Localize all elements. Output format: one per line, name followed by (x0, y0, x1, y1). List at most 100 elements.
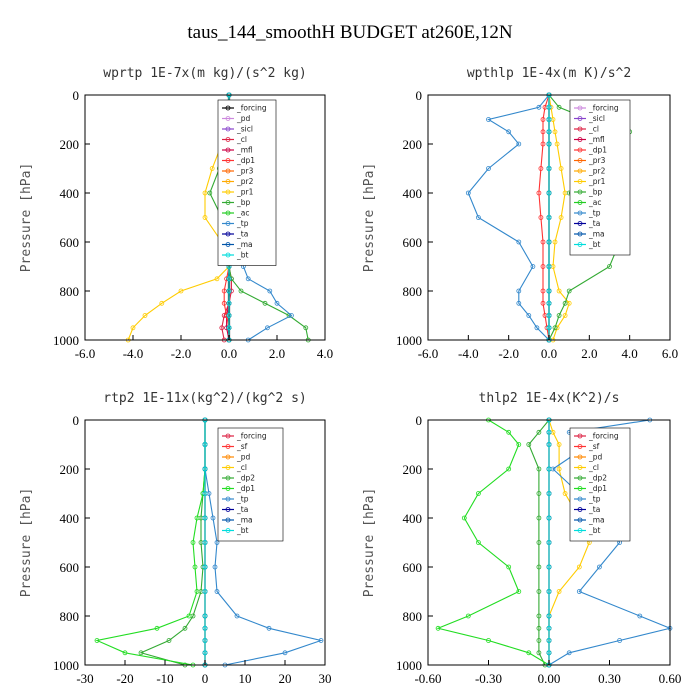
x-tick-label: -0.30 (475, 671, 502, 686)
series-line-pr1 (548, 94, 570, 341)
data-point (552, 239, 558, 245)
data-point (130, 325, 136, 331)
data-point (546, 625, 552, 631)
data-point (202, 589, 208, 594)
x-tick-label: 30 (319, 671, 332, 686)
x-tick-label: -6.0 (418, 346, 439, 361)
data-point (576, 589, 582, 594)
legend-marker (225, 444, 231, 449)
x-tick-label: 2.0 (581, 346, 597, 361)
data-point (516, 300, 522, 306)
data-point (142, 313, 148, 318)
y-tick-label: 800 (403, 609, 423, 624)
legend-marker (225, 105, 231, 111)
y-tick-label: 400 (403, 186, 423, 201)
y-tick-label: 600 (60, 560, 80, 575)
legend-box (217, 99, 277, 266)
legend-label: _bt (236, 251, 249, 260)
legend-label: _sf (236, 442, 248, 451)
x-tick-label: -0.60 (414, 671, 441, 686)
data-point (536, 466, 542, 472)
data-point (546, 515, 552, 521)
legend-label: _bt (236, 526, 249, 535)
data-point (546, 429, 552, 435)
data-point (637, 613, 643, 619)
data-point (210, 515, 216, 521)
legend-label: _ta (236, 230, 248, 239)
data-point (207, 190, 213, 196)
data-point (226, 288, 232, 294)
data-point (202, 215, 208, 220)
data-point (536, 613, 542, 619)
data-point (506, 564, 512, 570)
data-point (536, 650, 542, 656)
legend-label: _sicl (236, 125, 253, 134)
data-point (540, 300, 546, 306)
legend-label: _sf (588, 442, 600, 451)
legend-marker (225, 252, 231, 258)
data-point (546, 190, 552, 196)
legend-marker (225, 433, 231, 439)
y-tick-label: 0 (416, 88, 423, 103)
data-point (274, 300, 280, 306)
y-tick-label: 200 (60, 462, 80, 477)
data-point (516, 589, 522, 594)
figure-title: taus_144_smoothH BUDGET at260E,12N (187, 22, 513, 43)
subplot-title: thlp2 1E-4x(K^2)/s (479, 391, 620, 406)
data-point (576, 564, 582, 570)
legend-marker (577, 147, 583, 153)
legend-marker (577, 486, 583, 491)
x-tick-label: -30 (76, 671, 93, 686)
legend-marker (225, 210, 231, 216)
legend-marker (577, 465, 583, 470)
chart-panel-4: thlp2 1E-4x(K^2)/s Pressure [hPa] -0.60 -0.… (362, 391, 681, 686)
data-point (546, 325, 552, 331)
y-tick-label: 0 (73, 88, 80, 103)
legend-marker (225, 242, 231, 247)
legend-marker (577, 200, 583, 205)
legend-marker (225, 179, 231, 184)
legend-label: _ma (588, 516, 605, 525)
legend-label: _pr3 (236, 167, 254, 176)
data-point (546, 540, 552, 545)
data-point (552, 325, 558, 331)
x-tick-label: 0 (202, 671, 209, 686)
data-point (538, 215, 544, 220)
x-tick-label: 4.0 (622, 346, 638, 361)
legend-marker (577, 475, 583, 481)
data-point (566, 650, 572, 656)
data-point (558, 215, 564, 220)
data-point (546, 442, 552, 447)
data-point (194, 515, 200, 521)
data-point (562, 313, 568, 318)
legend-marker (225, 221, 231, 226)
legend-label: _dp1 (588, 484, 607, 493)
y-tick-label: 800 (403, 284, 423, 299)
y-axis-label: Pressure [hPa] (19, 163, 34, 273)
x-tick-label: -10 (156, 671, 173, 686)
data-point (288, 313, 294, 318)
legend-marker (225, 454, 231, 460)
data-point (536, 491, 542, 496)
data-point (209, 166, 215, 171)
data-point (546, 117, 552, 122)
data-point (486, 166, 491, 171)
x-tick-label: 0.0 (221, 346, 237, 361)
series-line-dp1 (538, 94, 550, 341)
x-tick-label: 10 (239, 671, 252, 686)
data-point (540, 129, 546, 135)
legend-label: _tp (236, 219, 249, 228)
legend-box (569, 99, 631, 256)
series-line-tp (467, 94, 550, 341)
data-point (178, 288, 184, 294)
data-point (554, 141, 560, 147)
legend-label: _dp2 (236, 474, 255, 483)
data-point (556, 313, 562, 318)
legend-marker (577, 168, 583, 174)
data-point (536, 564, 542, 570)
subplot-title: wpthlp 1E-4x(m K)/s^2 (467, 66, 631, 81)
legend-label: _cl (588, 463, 599, 472)
data-point (534, 325, 540, 331)
legend-label: _dp2 (588, 474, 607, 483)
data-point (234, 613, 240, 619)
